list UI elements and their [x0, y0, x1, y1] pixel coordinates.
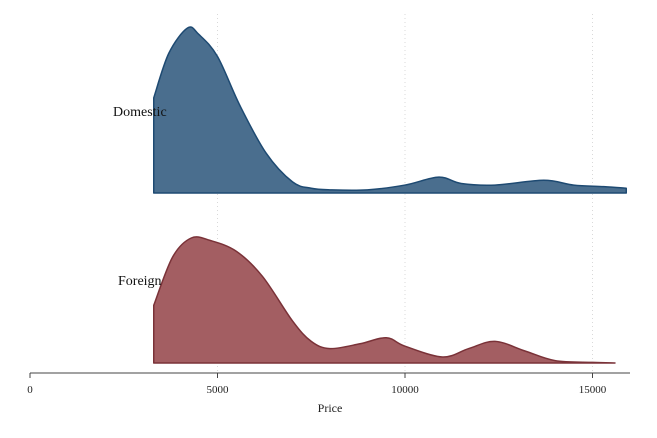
- x-tick-label: 10000: [391, 384, 419, 396]
- density-area-foreign: [153, 236, 616, 364]
- density-areas: [153, 26, 627, 364]
- density-area-domestic: [153, 26, 627, 194]
- x-tick-label: 15000: [579, 384, 607, 396]
- series-label-domestic: Domestic: [113, 105, 167, 120]
- x-tick-label: 5000: [207, 384, 230, 396]
- series-label-foreign: Foreign: [118, 274, 162, 289]
- series-labels: Domestic Foreign: [113, 105, 167, 289]
- x-axis-title: Price: [318, 401, 343, 415]
- x-tick-label: 0: [27, 384, 33, 396]
- x-axis: 0 5000 10000 15000: [27, 372, 630, 396]
